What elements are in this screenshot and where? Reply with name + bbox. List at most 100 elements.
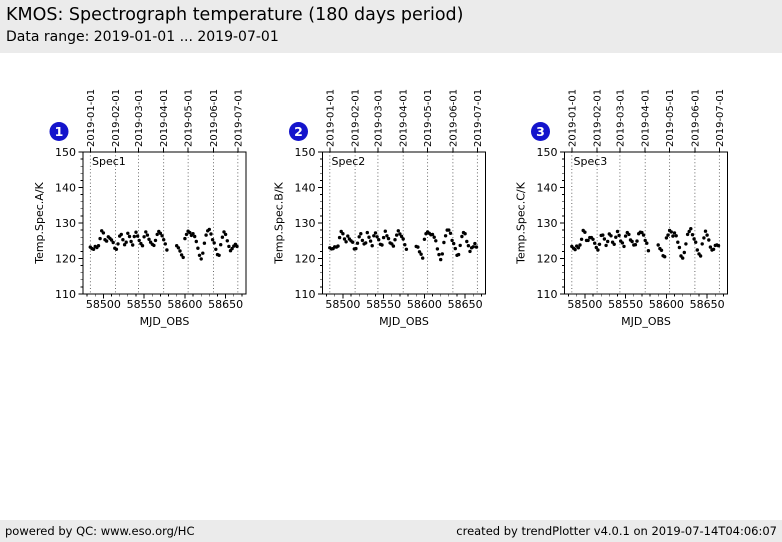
data-point xyxy=(372,234,376,238)
data-point xyxy=(153,238,158,243)
panel-label: Spec1 xyxy=(92,155,126,168)
data-point xyxy=(114,247,119,251)
data-point xyxy=(465,239,469,244)
data-point xyxy=(685,232,690,237)
date-tick-label: 2019-04-01 xyxy=(159,89,170,147)
data-point xyxy=(468,249,472,254)
data-point xyxy=(367,235,371,239)
date-tick-label: 2019-01-01 xyxy=(567,89,578,147)
date-tick-label: 2019-06-01 xyxy=(690,89,701,147)
data-point xyxy=(586,238,590,243)
data-point xyxy=(573,247,577,252)
x-tick-label: 58650 xyxy=(690,298,725,311)
data-point xyxy=(705,233,709,237)
data-point xyxy=(474,245,479,249)
data-point xyxy=(197,253,202,257)
x-axis-label: MJD_OBS xyxy=(621,315,671,328)
scatter-series xyxy=(570,227,721,260)
data-point xyxy=(207,227,211,232)
plot-frame xyxy=(82,151,247,295)
data-point xyxy=(602,237,607,241)
date-tick-label: 2019-05-01 xyxy=(184,89,195,147)
data-point xyxy=(196,246,200,250)
data-point xyxy=(682,250,686,255)
data-point xyxy=(201,251,205,255)
data-point xyxy=(695,248,699,252)
data-point xyxy=(121,238,125,242)
data-point xyxy=(711,247,716,251)
data-point xyxy=(622,244,626,249)
data-point xyxy=(604,243,608,248)
data-point xyxy=(209,232,213,236)
data-point xyxy=(142,235,146,239)
data-point xyxy=(129,239,133,244)
data-point xyxy=(101,231,106,235)
y-axis-label: Temp.Spec.B/K xyxy=(273,181,286,264)
data-point xyxy=(131,243,135,247)
data-point xyxy=(450,238,454,243)
data-point xyxy=(375,235,379,239)
data-point xyxy=(398,232,402,236)
data-point xyxy=(615,229,620,234)
data-point xyxy=(694,240,698,244)
chart-panel: 2019-01-01 2019-02-01 2019-03-01 2019-04-01… xyxy=(273,89,486,328)
data-point xyxy=(646,249,651,253)
y-tick-label: 140 xyxy=(55,181,76,194)
data-point xyxy=(399,234,404,239)
y-tick-label: 120 xyxy=(295,252,316,265)
data-point xyxy=(623,234,628,238)
data-point xyxy=(594,245,598,250)
data-point xyxy=(708,245,713,249)
data-point xyxy=(212,241,216,245)
data-point xyxy=(219,243,223,247)
y-axis-label: Temp.Spec.A/K xyxy=(33,181,46,264)
data-point xyxy=(601,233,605,237)
data-point xyxy=(342,237,347,241)
x-tick-label: 58550 xyxy=(366,298,401,311)
data-point xyxy=(417,250,422,254)
y-tick-label: 140 xyxy=(537,181,558,194)
x-tick-label: 58600 xyxy=(407,298,442,311)
data-point xyxy=(643,238,647,243)
panel-number-badge-label: 2 xyxy=(294,124,303,139)
x-tick-label: 58550 xyxy=(127,298,162,311)
data-point xyxy=(336,244,340,248)
date-tick-label: 2019-01-01 xyxy=(325,89,336,147)
data-point xyxy=(181,255,185,260)
y-tick-label: 150 xyxy=(295,146,316,159)
data-point xyxy=(364,241,368,245)
y-tick-label: 140 xyxy=(295,181,316,194)
data-point xyxy=(703,229,708,233)
panel-number-badge-label: 3 xyxy=(536,124,545,139)
data-point xyxy=(672,231,677,235)
data-point xyxy=(98,236,102,241)
data-point xyxy=(422,237,427,241)
data-point xyxy=(591,237,595,241)
data-point xyxy=(583,230,587,234)
data-point xyxy=(365,230,369,235)
data-point xyxy=(193,234,197,239)
data-point xyxy=(225,239,229,243)
y-tick-label: 150 xyxy=(537,146,558,159)
data-point xyxy=(191,232,195,236)
data-point xyxy=(91,247,96,251)
data-point xyxy=(440,252,444,256)
data-point xyxy=(659,248,664,252)
data-point xyxy=(663,255,667,259)
date-tick-label: 2019-05-01 xyxy=(665,89,676,147)
data-point xyxy=(458,243,462,248)
data-point xyxy=(681,256,685,260)
date-tick-label: 2019-02-01 xyxy=(593,89,604,147)
date-tick-label: 2019-07-01 xyxy=(473,89,484,147)
data-point xyxy=(391,244,396,248)
panel-label: Spec2 xyxy=(332,155,366,168)
data-point xyxy=(126,231,130,235)
data-point xyxy=(633,243,638,247)
chart-panel: 2019-01-01 2019-02-01 2019-03-01 2019-04-01… xyxy=(515,89,728,328)
data-point xyxy=(210,238,215,242)
data-point xyxy=(222,230,226,234)
data-point xyxy=(401,237,405,241)
data-point xyxy=(442,240,446,245)
data-point xyxy=(707,238,711,242)
data-point xyxy=(687,229,691,234)
